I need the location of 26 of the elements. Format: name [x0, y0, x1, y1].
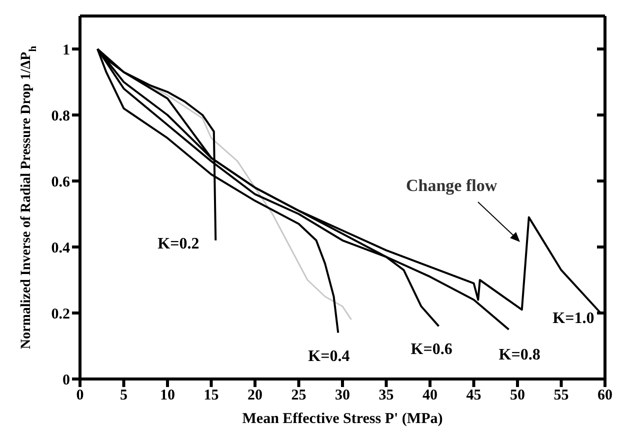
- y-tick-label: 0.2: [51, 306, 70, 322]
- x-tick-label: 50: [510, 388, 525, 404]
- y-tick-label: 0.8: [51, 108, 70, 124]
- x-tick-label: 25: [291, 388, 306, 404]
- x-tick-label: 40: [422, 388, 438, 404]
- series-label: K=0.4: [308, 348, 350, 365]
- x-tick-label: 15: [204, 388, 219, 404]
- x-tick-label: 20: [248, 388, 262, 404]
- x-tick-label: 0: [76, 388, 84, 404]
- x-tick-label: 60: [598, 388, 612, 404]
- x-tick-label: 35: [378, 388, 394, 404]
- y-tick-label: 1: [62, 42, 70, 58]
- x-tick-label: 45: [466, 388, 482, 404]
- y-tick-label: 0: [62, 372, 70, 388]
- x-tick-label: 10: [160, 388, 175, 404]
- legend-label: K=1.0: [552, 310, 594, 327]
- annotation: Change flow: [406, 176, 498, 196]
- x-tick-label: 30: [335, 388, 350, 404]
- x-tick-label: 5: [120, 388, 128, 404]
- series-label: K=0.2: [158, 235, 200, 252]
- x-tick-label: 55: [554, 388, 569, 404]
- series-label: K=0.6: [410, 341, 452, 358]
- x-axis-title: Mean Effective Stress P' (MPa): [242, 411, 443, 427]
- y-tick-label: 0.6: [51, 174, 70, 190]
- series-label: K=0.8: [498, 346, 540, 364]
- y-tick-label: 0.4: [51, 240, 70, 256]
